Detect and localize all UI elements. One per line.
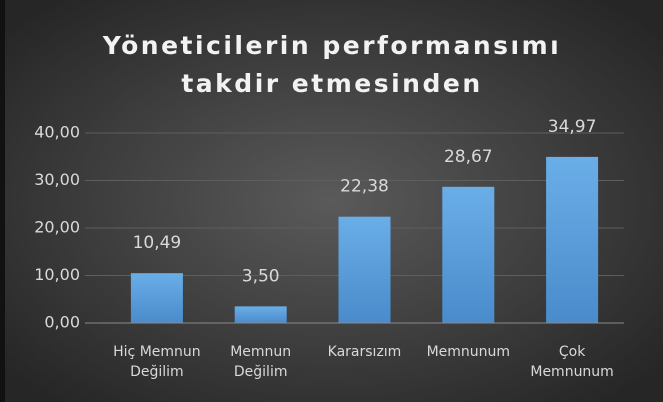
- bar: [338, 216, 391, 323]
- y-tick-label: 20,00: [34, 218, 80, 237]
- y-tick-label: 30,00: [34, 170, 80, 189]
- x-tick-label: Hiç Memnun Değilim: [113, 344, 201, 380]
- bar: [442, 186, 495, 323]
- left-border: [0, 0, 5, 402]
- data-label: 34,97: [548, 117, 597, 137]
- bar: [130, 273, 183, 323]
- chart-title: Yöneticilerin performansımı takdir etmesi…: [102, 31, 561, 98]
- x-tick-label: Memnun Değilim: [230, 344, 291, 380]
- bar: [546, 156, 599, 323]
- data-label: 22,38: [340, 177, 389, 197]
- y-tick-label: 0,00: [44, 313, 80, 332]
- x-tick-label: Kararsızım: [328, 344, 402, 360]
- bar: [234, 306, 287, 323]
- y-tick-label: 10,00: [34, 265, 80, 284]
- data-label: 3,50: [242, 266, 280, 286]
- y-tick-label: 40,00: [34, 123, 80, 142]
- data-label: 28,67: [444, 147, 493, 167]
- x-tick-label: Çok Memnunum: [530, 344, 613, 380]
- x-tick-label: Memnunum: [427, 344, 510, 360]
- data-label: 10,49: [133, 233, 182, 253]
